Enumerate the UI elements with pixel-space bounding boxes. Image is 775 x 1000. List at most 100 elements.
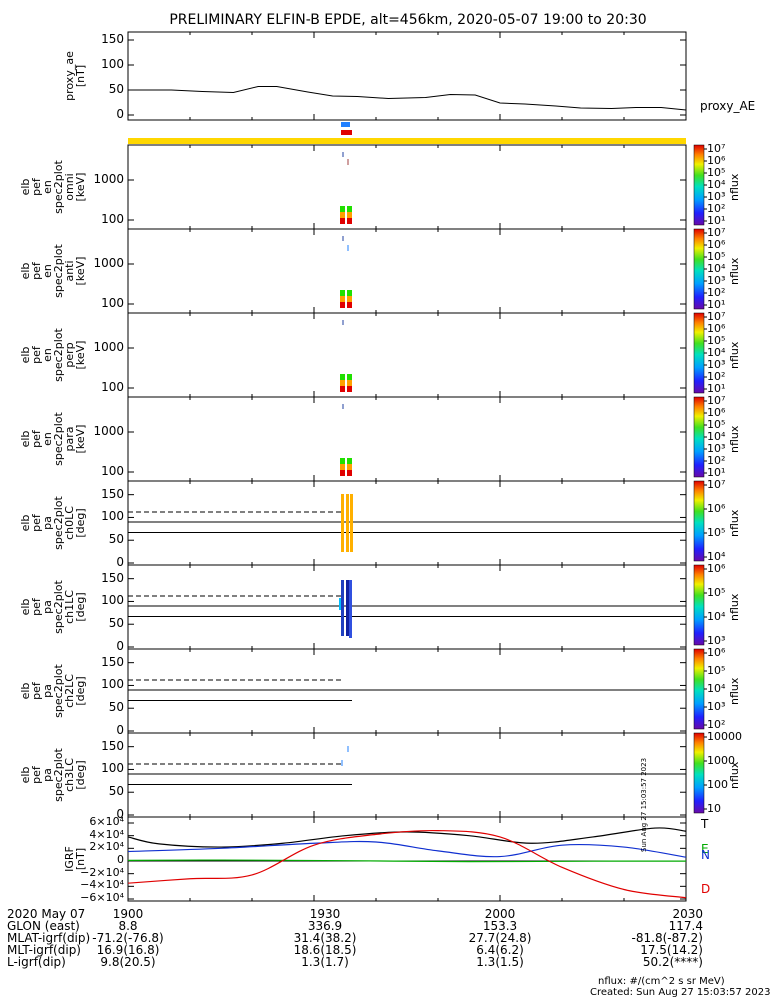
y-tick-label: 50 bbox=[108, 700, 124, 715]
ephemeris-value: 2000 bbox=[484, 907, 516, 921]
y-tick-label: 150 bbox=[101, 570, 124, 585]
y-tick-label: 150 bbox=[101, 654, 124, 669]
ephemeris-value: 1.3(1.7) bbox=[301, 955, 349, 969]
colorbar-tick-label: 10⁷ bbox=[707, 226, 726, 239]
y-tick-label: 100 bbox=[101, 593, 124, 608]
colorbar-tick-label: 10⁶ bbox=[707, 406, 726, 419]
y-axis-label-pa_ch2: elb pef pa spec2plot ch2LC [deg] bbox=[19, 646, 87, 736]
spectrum-pixel bbox=[347, 458, 352, 464]
y-label-line: [deg] bbox=[74, 508, 87, 538]
units-note: nflux: #/(cm^2 s sr MeV) bbox=[598, 976, 725, 987]
y-tick-label: 100 bbox=[101, 761, 124, 776]
y-axis-label-proxy_ae: proxy_ae [nT] bbox=[63, 31, 87, 121]
panel-frame-igrf bbox=[127, 816, 687, 902]
colorbar-tick-label: 10⁶ bbox=[707, 502, 726, 515]
y-tick-label: 50 bbox=[108, 82, 124, 96]
pa-ch0-pixel bbox=[350, 494, 353, 552]
colorbar-tick-label: 10¹ bbox=[707, 382, 726, 395]
spectrum-pixel bbox=[347, 464, 352, 470]
igrf-series-D bbox=[128, 829, 686, 899]
igrf-legend-T: T bbox=[701, 817, 709, 831]
colorbar-tick-label: 10¹ bbox=[707, 466, 726, 479]
y-axis-label-spec_omni: elb pef en spec2plot omni [keV] bbox=[19, 142, 87, 232]
colorbar-1 bbox=[693, 228, 705, 310]
colorbar-tick-label: 10⁶ bbox=[707, 646, 726, 659]
ephemeris-value: 2030 bbox=[672, 907, 703, 921]
y-tick-label: 100 bbox=[101, 464, 124, 478]
y-tick-label: 100 bbox=[101, 509, 124, 524]
pa-ch1-pixel bbox=[349, 580, 352, 638]
y-tick-label: 0 bbox=[117, 853, 124, 866]
ephemeris-value: -71.2(-76.8) bbox=[92, 931, 164, 945]
colorbar-tick-label: 10² bbox=[707, 286, 726, 299]
colorbar-tick-label: 10² bbox=[707, 370, 726, 383]
ephemeris-value: 9.8(20.5) bbox=[100, 955, 156, 969]
y-label-line: [nT] bbox=[74, 64, 87, 88]
colorbar-tick-label: 10⁴ bbox=[707, 262, 726, 275]
spectrum-pixel bbox=[347, 296, 352, 302]
colorbar-5 bbox=[693, 564, 705, 646]
y-axis-label-spec_anti: elb pef en spec2plot anti [keV] bbox=[19, 226, 87, 316]
spectrum-pixel bbox=[340, 290, 345, 296]
spectrum-pixel bbox=[340, 218, 345, 224]
y-tick-label: 1000 bbox=[93, 424, 124, 438]
ephemeris-row-label: MLAT-igrf(dip) bbox=[7, 931, 91, 945]
ephemeris-value: 1930 bbox=[309, 907, 341, 921]
proxy-ae-line bbox=[128, 86, 687, 111]
spectrum-pixel bbox=[340, 212, 345, 218]
ephemeris-value: 27.7(24.8) bbox=[468, 931, 532, 945]
igrf-series-E bbox=[128, 859, 686, 863]
y-tick-label: 100 bbox=[101, 57, 124, 71]
y-tick-label: −4×10⁴ bbox=[80, 878, 124, 892]
colorbar-label: nflux bbox=[728, 257, 741, 285]
y-tick-label: 50 bbox=[108, 784, 124, 799]
y-tick-label: 6×10⁴ bbox=[89, 815, 124, 828]
colorbar-6 bbox=[693, 648, 705, 730]
colorbar-label: nflux bbox=[728, 173, 741, 201]
pa-ch1-pixel bbox=[341, 580, 344, 636]
y-tick-label: 100 bbox=[101, 296, 124, 310]
colorbar-tick-label: 10² bbox=[707, 454, 726, 467]
spectrum-pixel bbox=[347, 374, 352, 380]
spectrum-pixel bbox=[347, 386, 352, 392]
colorbar-tick-label: 10⁵ bbox=[707, 334, 726, 347]
state-bar bbox=[128, 138, 686, 144]
ephemeris-value: 1.3(1.5) bbox=[476, 955, 524, 969]
y-tick-label: 4×10⁴ bbox=[89, 827, 124, 841]
panel-frame-spec_anti bbox=[127, 228, 687, 314]
colorbar-3 bbox=[693, 396, 705, 478]
igrf-series-T bbox=[128, 827, 686, 848]
y-tick-label: 100 bbox=[101, 212, 124, 226]
colorbar-label: nflux bbox=[728, 425, 741, 453]
spectrum-pixel bbox=[347, 206, 352, 212]
spectrum-pixel bbox=[347, 470, 352, 476]
ephemeris-value: 16.9(16.8) bbox=[96, 943, 160, 957]
spectrum-pixel bbox=[347, 302, 352, 308]
y-axis-label-pa_ch0: elb pef pa spec2plot ch0LC [deg] bbox=[19, 478, 87, 568]
y-label-line: [keV] bbox=[74, 256, 87, 286]
colorbar-label: nflux bbox=[728, 593, 741, 621]
y-tick-label: 2×10⁴ bbox=[89, 840, 124, 854]
spectrum-pixel bbox=[340, 374, 345, 380]
y-axis-label-pa_ch3: elb pef pa spec2plot ch3LC [deg] bbox=[19, 730, 87, 820]
y-tick-label: 1000 bbox=[93, 256, 124, 270]
spectrum-pixel bbox=[347, 218, 352, 224]
side-date-stamp: Sun Aug 27 15:03:57 2023 bbox=[640, 757, 648, 852]
colorbar-tick-label: 10⁶ bbox=[707, 154, 726, 167]
colorbar-7 bbox=[693, 732, 705, 814]
colorbar-label: nflux bbox=[728, 341, 741, 369]
ephemeris-value: 336.9 bbox=[307, 919, 343, 933]
colorbar-tick-label: 10³ bbox=[707, 442, 726, 455]
colorbar-tick-label: 10³ bbox=[707, 634, 726, 647]
y-label-line: [deg] bbox=[74, 592, 87, 622]
colorbar-tick-label: 10⁴ bbox=[707, 550, 726, 563]
pa-ch1-pixel bbox=[346, 580, 349, 636]
y-tick-label: 150 bbox=[101, 738, 124, 753]
y-tick-label: 0 bbox=[116, 639, 124, 653]
colorbar-tick-label: 10⁵ bbox=[707, 250, 726, 263]
y-tick-label: 0 bbox=[116, 555, 124, 569]
spectrum-pixel bbox=[347, 212, 352, 218]
panel-frame-pa_ch3 bbox=[127, 732, 687, 818]
panel-frame-pa_ch0 bbox=[127, 480, 687, 566]
